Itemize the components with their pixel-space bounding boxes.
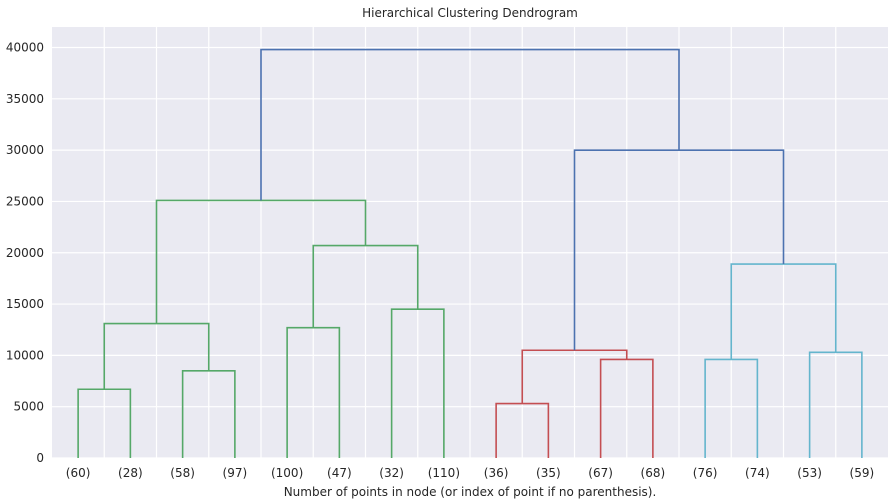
y-tick-label: 40000: [6, 41, 44, 55]
y-tick-label: 10000: [6, 348, 44, 362]
x-tick-label: (58): [170, 466, 195, 480]
x-tick-label: (59): [850, 466, 875, 480]
x-tick-label: (36): [484, 466, 509, 480]
x-tick-label: (60): [66, 466, 91, 480]
x-tick-label: (97): [223, 466, 248, 480]
x-tick-label: (110): [428, 466, 460, 480]
y-tick-label: 0: [36, 451, 44, 465]
x-tick-label: (53): [797, 466, 822, 480]
x-tick-label: (76): [693, 466, 718, 480]
y-tick-label: 25000: [6, 194, 44, 208]
y-tick-label: 35000: [6, 92, 44, 106]
x-tick-label: (100): [271, 466, 303, 480]
x-tick-label: (68): [641, 466, 666, 480]
x-tick-label: (32): [379, 466, 404, 480]
x-tick-label: (28): [118, 466, 143, 480]
dendrogram-links: [77, 48, 863, 458]
x-axis-ticks: (60) (28) (58) (97) (100) (47) (32) (110) (36) (3…: [66, 466, 874, 480]
y-axis-ticks: 0 5000 10000 15000 20000 25000 30000 35000 40000: [6, 41, 44, 465]
y-tick-label: 15000: [6, 297, 44, 311]
y-tick-label: 5000: [13, 400, 44, 414]
y-tick-label: 30000: [6, 143, 44, 157]
chart-title: Hierarchical Clustering Dendrogram: [362, 6, 578, 20]
y-tick-label: 20000: [6, 246, 44, 260]
x-tick-label: (47): [327, 466, 352, 480]
dendrogram-link: [260, 48, 680, 201]
x-axis-label: Number of points in node (or index of po…: [284, 485, 657, 499]
x-tick-label: (35): [536, 466, 561, 480]
x-tick-label: (67): [588, 466, 613, 480]
x-tick-label: (74): [745, 466, 770, 480]
